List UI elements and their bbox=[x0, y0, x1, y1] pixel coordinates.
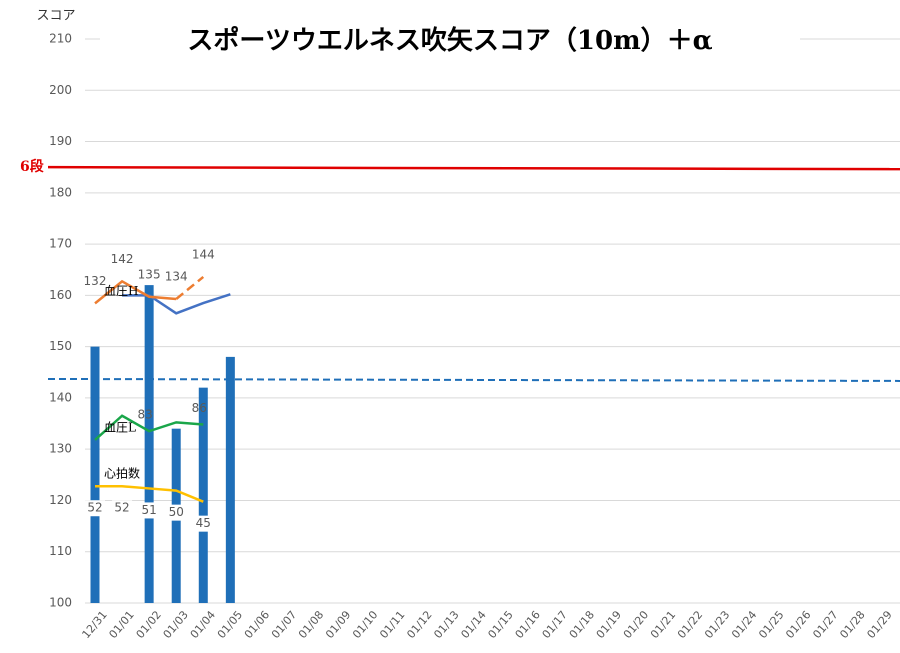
x-tick-label: 01/15 bbox=[485, 608, 515, 641]
x-tick-label: 01/21 bbox=[648, 608, 678, 641]
label-backing bbox=[85, 500, 105, 517]
x-tick-label: 01/01 bbox=[107, 608, 137, 641]
label-backing bbox=[166, 504, 187, 521]
data-label: 45 bbox=[196, 516, 211, 530]
series-name: 血圧L bbox=[104, 420, 136, 434]
y-tick-label: 110 bbox=[49, 544, 72, 558]
data-label: 144 bbox=[192, 247, 215, 261]
y-tick-label: 170 bbox=[49, 237, 72, 251]
x-tick-label: 01/11 bbox=[377, 608, 407, 641]
y-tick-label: 160 bbox=[49, 288, 72, 302]
data-label: 51 bbox=[141, 503, 156, 517]
x-tick-label: 01/12 bbox=[404, 608, 434, 641]
data-label: 86 bbox=[192, 401, 207, 415]
x-tick-label: 01/16 bbox=[513, 608, 543, 641]
title-backing bbox=[100, 20, 800, 60]
x-tick-label: 01/22 bbox=[675, 608, 705, 641]
label-backing bbox=[112, 500, 133, 517]
x-tick-label: 01/25 bbox=[756, 608, 786, 641]
x-tick-label: 12/31 bbox=[79, 608, 109, 641]
x-tick-label: 01/20 bbox=[621, 608, 651, 641]
y-tick-label: 120 bbox=[49, 493, 72, 507]
bar bbox=[198, 387, 208, 603]
y-tick-label: 150 bbox=[49, 339, 72, 353]
x-tick-label: 01/02 bbox=[134, 608, 164, 641]
x-tick-label: 01/09 bbox=[323, 608, 353, 641]
y-tick-label: 210 bbox=[49, 32, 72, 46]
chart-title: スポーツウエルネス吹矢スコア（10m）＋α bbox=[187, 25, 712, 56]
x-tick-label: 01/04 bbox=[188, 608, 218, 641]
data-label: 134 bbox=[165, 269, 188, 283]
series-name: 心拍数 bbox=[104, 466, 140, 481]
x-tick-label: 01/17 bbox=[540, 608, 570, 641]
y-tick-label: 140 bbox=[49, 390, 72, 404]
label-backing bbox=[193, 515, 214, 532]
x-tick-label: 01/14 bbox=[458, 608, 488, 641]
series-name: 血圧H bbox=[104, 284, 138, 298]
bar bbox=[225, 356, 235, 603]
data-label: 83 bbox=[137, 408, 152, 422]
x-tick-label: 01/03 bbox=[161, 608, 191, 641]
line-series bbox=[94, 279, 177, 305]
x-tick-label: 01/27 bbox=[810, 608, 840, 641]
x-tick-label: 01/06 bbox=[242, 608, 272, 641]
x-tick-label: 01/26 bbox=[783, 608, 813, 641]
reference-label: 6段 bbox=[20, 158, 44, 175]
y-tick-label: 100 bbox=[49, 596, 72, 610]
data-label: 142 bbox=[111, 252, 134, 266]
y-tick-label: 130 bbox=[49, 442, 72, 456]
data-label: 135 bbox=[138, 267, 161, 281]
reference-line bbox=[47, 377, 900, 382]
y-tick-label: 180 bbox=[49, 185, 72, 199]
y-axis-label: スコア bbox=[36, 9, 75, 24]
x-tick-label: 01/29 bbox=[864, 608, 894, 641]
data-label: 52 bbox=[114, 501, 129, 515]
x-tick-label: 01/08 bbox=[296, 608, 326, 641]
x-tick-label: 01/18 bbox=[567, 608, 597, 641]
x-tick-label: 01/19 bbox=[594, 608, 624, 641]
x-tick-label: 01/28 bbox=[837, 608, 867, 641]
data-label: 52 bbox=[87, 501, 102, 515]
data-label: 50 bbox=[169, 505, 184, 519]
y-tick-label: 190 bbox=[49, 134, 72, 148]
label-backing bbox=[139, 502, 160, 519]
data-label: 132 bbox=[84, 274, 107, 288]
x-tick-label: 01/23 bbox=[702, 608, 732, 641]
x-tick-label: 01/07 bbox=[269, 608, 299, 641]
line-series bbox=[95, 484, 204, 503]
line-series bbox=[94, 414, 204, 441]
x-tick-label: 01/24 bbox=[729, 608, 759, 641]
y-tick-label: 200 bbox=[49, 83, 72, 97]
bar bbox=[90, 346, 100, 603]
line-segment bbox=[175, 275, 205, 300]
bar bbox=[144, 285, 154, 603]
x-tick-label: 01/13 bbox=[431, 608, 461, 641]
x-tick-label: 01/05 bbox=[215, 608, 245, 641]
reference-line bbox=[47, 165, 900, 171]
line-series bbox=[122, 293, 231, 315]
x-tick-label: 01/10 bbox=[350, 608, 380, 641]
